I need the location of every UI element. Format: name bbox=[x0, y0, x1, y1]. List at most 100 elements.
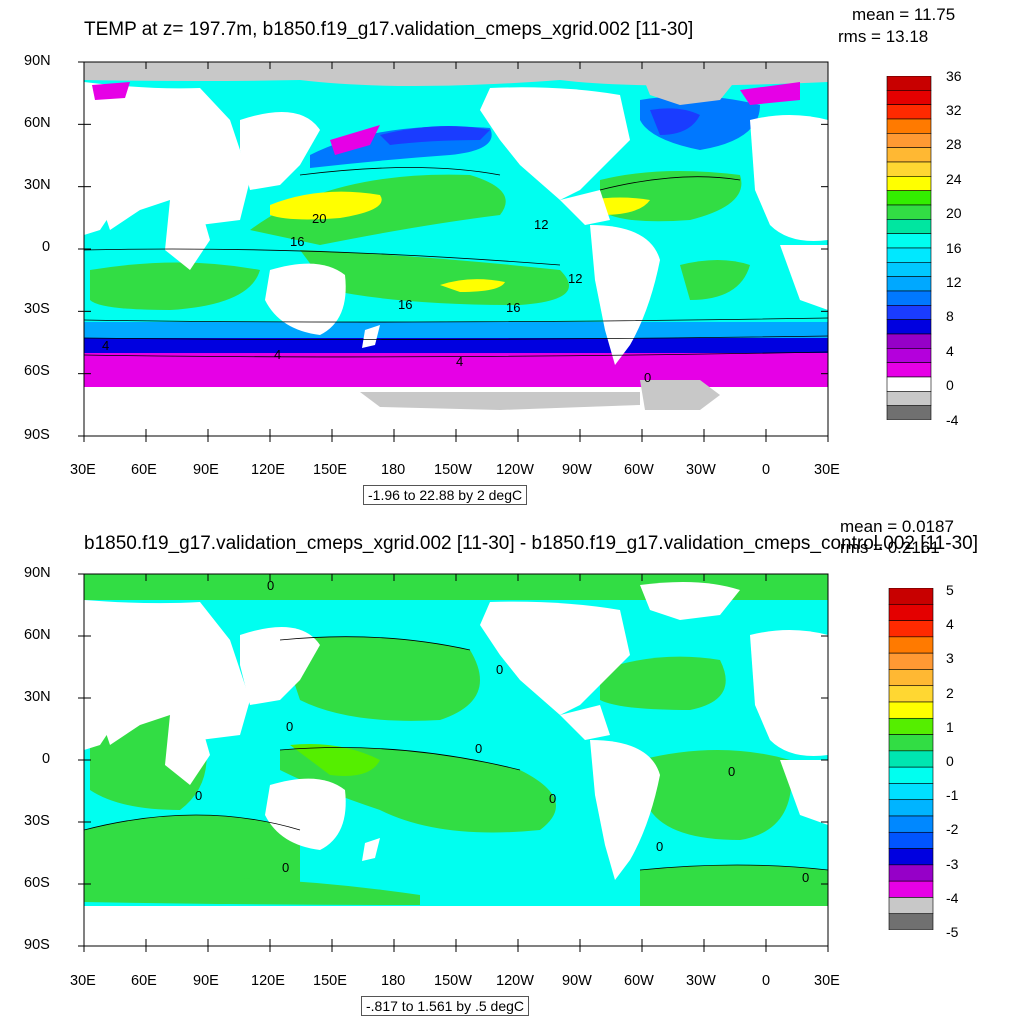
panel2-lat-label: 60N bbox=[24, 627, 51, 643]
panel1-lat-label: 90S bbox=[24, 427, 50, 443]
panel1-contour-label: 4 bbox=[274, 347, 281, 362]
panel2-colorbar-labels: 5 4 3 2 1 0 -1 -2 -3 -4 -5 bbox=[946, 582, 1006, 942]
panel1-africa-east bbox=[84, 146, 130, 235]
panel1-south-america bbox=[590, 225, 660, 365]
panel2-nz bbox=[362, 838, 380, 861]
panel1-contour-label: 16 bbox=[398, 297, 412, 312]
colorbar-swatch bbox=[888, 669, 934, 687]
panel1-lon-label: 30E bbox=[70, 462, 96, 478]
panel2-greenland bbox=[640, 581, 740, 620]
panel1-contour-label: 0 bbox=[644, 370, 651, 385]
panel2-cbar-label: 3 bbox=[946, 650, 954, 666]
panel2-warm-patch bbox=[290, 744, 380, 776]
panel1-cbar-label: 32 bbox=[946, 102, 962, 118]
panel2-natl-green bbox=[600, 656, 726, 710]
panel1-cbar-label: 36 bbox=[946, 68, 962, 84]
panel2-contour-label: 0 bbox=[656, 839, 663, 854]
panel2-cbar-label: -2 bbox=[946, 821, 959, 837]
panel1-contour-label: 12 bbox=[534, 217, 548, 232]
panel1-rms: rms = 13.18 bbox=[838, 27, 929, 46]
panel2-contour-label: 0 bbox=[267, 578, 274, 593]
panel1-title: TEMP at z= 197.7m, b1850.f19_g17.validat… bbox=[84, 19, 694, 40]
panel2-contour-label: 0 bbox=[195, 788, 202, 803]
panel1-lon-label: 30W bbox=[686, 462, 716, 478]
panel1-lat-label: 0 bbox=[42, 239, 51, 255]
panel1-greenland bbox=[640, 66, 740, 105]
panel1-contour bbox=[84, 248, 561, 266]
panel1-satl-16 bbox=[680, 260, 750, 300]
panel1-north-america bbox=[480, 87, 630, 200]
panel2-so-green bbox=[84, 877, 420, 905]
panel2-central-america bbox=[560, 705, 610, 740]
panel1-contour bbox=[299, 167, 501, 176]
panel1-spac-16 bbox=[300, 250, 569, 305]
colorbar-swatch bbox=[888, 799, 934, 817]
panel1-lon-label: 30E bbox=[814, 462, 840, 478]
panel2-lon-label: 150W bbox=[434, 973, 472, 989]
panel2-cbar-label: -3 bbox=[946, 856, 959, 872]
panel2-lon-label: 120W bbox=[496, 973, 534, 989]
colorbar-swatch bbox=[888, 848, 934, 866]
panel2-lon-label: 30W bbox=[686, 973, 716, 989]
panel2-title: b1850.f19_g17.validation_cmeps_xgrid.002… bbox=[84, 533, 978, 554]
panel2-lon-labels: 30E 60E 90E 120E 150E 180 150W 120W 90W … bbox=[0, 973, 1024, 993]
panel2-lat-label: 90N bbox=[24, 565, 51, 581]
colorbar-swatch bbox=[888, 701, 934, 719]
colorbar-swatch bbox=[888, 880, 934, 898]
panel2-contour-label: 0 bbox=[282, 860, 289, 875]
panel2-asia-east bbox=[240, 627, 320, 705]
panel2-lon-label: 30E bbox=[70, 973, 96, 989]
panel2-satl-green bbox=[640, 750, 792, 840]
panel2-contour-label: 0 bbox=[286, 719, 293, 734]
panel1-eurasia bbox=[84, 82, 250, 230]
panel2-cbar-label: 5 bbox=[946, 582, 954, 598]
panel1-npac-cold2 bbox=[380, 126, 490, 145]
panel2-lon-label: 0 bbox=[762, 973, 771, 989]
panel1-colorbar-labels: 36 32 28 24 20 16 12 8 4 0 -4 bbox=[946, 68, 1006, 428]
panel2-cbar-label: -1 bbox=[946, 787, 959, 803]
panel2-colorbar bbox=[888, 587, 934, 931]
panel2-rms: rms = 0.2161 bbox=[840, 538, 940, 557]
panel2-range-box: -.817 to 1.561 by .5 degC bbox=[361, 996, 529, 1016]
panel2-australia bbox=[265, 778, 346, 850]
panel1-cbar-label: 24 bbox=[946, 171, 962, 187]
panel2-lat-label: 60S bbox=[24, 875, 50, 891]
panel1-lon-label: 0 bbox=[762, 462, 771, 478]
panel1-cbar-label: 8 bbox=[946, 308, 954, 324]
panel1-magenta-patch1 bbox=[92, 82, 130, 100]
panel1-contour bbox=[84, 351, 828, 358]
colorbar-swatch bbox=[888, 897, 934, 915]
panel2-contour bbox=[279, 636, 471, 651]
panel2-lon-label: 60E bbox=[131, 973, 157, 989]
panel2-cbar-label: -4 bbox=[946, 890, 959, 906]
panel1-contour bbox=[84, 317, 828, 323]
panel2-contour-label: 0 bbox=[475, 741, 482, 756]
panel1-cbar-label: 0 bbox=[946, 377, 954, 393]
panel1-band-0 bbox=[84, 353, 828, 387]
panel2-lon-label: 60W bbox=[624, 973, 654, 989]
colorbar-swatch bbox=[888, 636, 934, 654]
panel2-lon-label: 90W bbox=[562, 973, 592, 989]
panel2-lat-label: 30N bbox=[24, 689, 51, 705]
panel2-eurasia bbox=[84, 600, 250, 745]
colorbar-swatch bbox=[888, 831, 934, 849]
panel1-lon-label: 90W bbox=[562, 462, 592, 478]
panel2-lat-label: 90S bbox=[24, 937, 50, 953]
panel2-contour-label: 0 bbox=[802, 870, 809, 885]
colorbar-swatch bbox=[888, 685, 934, 703]
panel1-asia-east bbox=[240, 112, 320, 190]
panel1-magenta-patch3 bbox=[740, 82, 800, 105]
panel1-contour-label: 4 bbox=[456, 354, 463, 369]
panel2-lon-label: 180 bbox=[381, 973, 406, 989]
panel1-ticks bbox=[78, 61, 829, 442]
panel1-mean: mean = 11.75 bbox=[852, 5, 956, 24]
colorbar-swatch bbox=[888, 783, 934, 801]
panel1-lon-label: 150E bbox=[313, 462, 347, 478]
panel1-australia bbox=[265, 263, 346, 335]
panel2-south-america bbox=[590, 740, 660, 880]
panel1-cbar-label: -4 bbox=[946, 412, 959, 428]
panel2-africa-east bbox=[84, 661, 130, 750]
panel2-colorbar-swatches bbox=[888, 587, 934, 931]
panel1-npac-20 bbox=[270, 191, 382, 220]
